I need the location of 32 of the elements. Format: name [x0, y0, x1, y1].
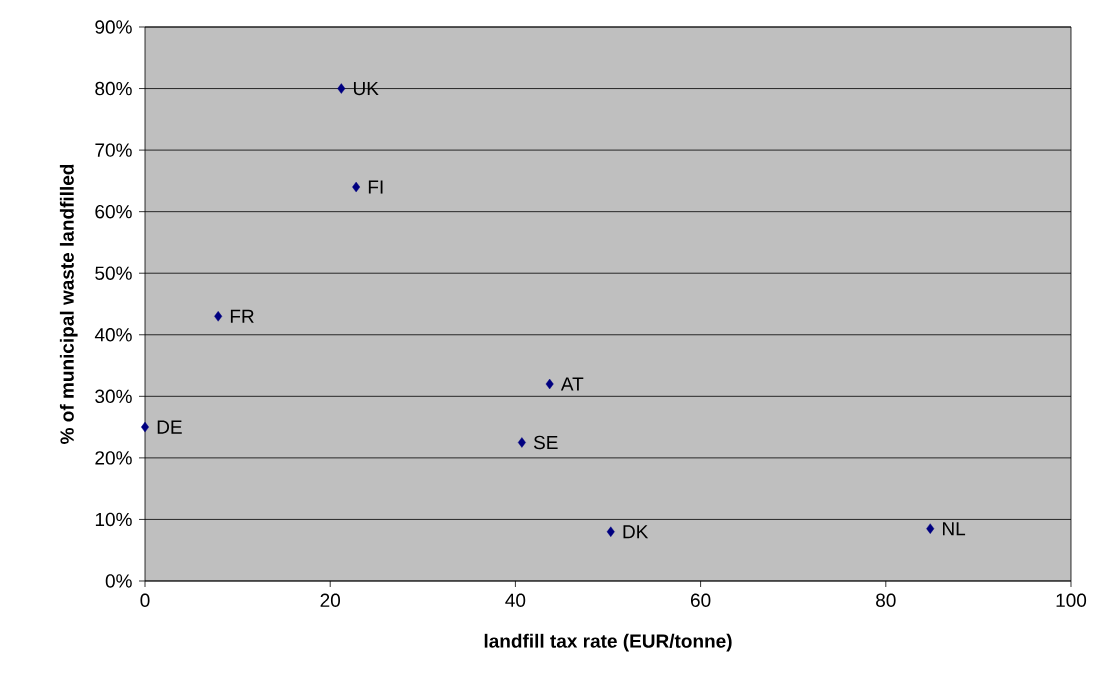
y-tick-label: 80%: [95, 81, 132, 96]
annotation: FR: [230, 309, 254, 323]
y-axis-title: % of municipal waste landfilled: [59, 164, 78, 444]
y-tick-label: 10%: [95, 512, 132, 527]
x-tick-label: 100: [1056, 593, 1087, 607]
x-tick-label: 40: [505, 593, 526, 607]
x-tick-label: 60: [690, 593, 711, 607]
x-tick-label: 80: [876, 593, 896, 607]
x-tick-label: 20: [320, 593, 341, 607]
point: [517, 437, 526, 448]
annotation: DE: [157, 420, 182, 434]
annotation: SE: [533, 435, 558, 450]
annotation: NL: [943, 522, 966, 536]
x-tick-label: 0: [140, 593, 150, 607]
annotation: FI: [368, 180, 383, 194]
annotation: DK: [623, 525, 649, 539]
point: [214, 311, 223, 322]
x-axis-title: landfill tax rate (EUR/tonne): [484, 633, 732, 652]
y-tick-label: 60%: [95, 204, 132, 219]
y-tick-label: 20%: [95, 451, 132, 465]
y-tick-label: 0%: [105, 574, 132, 588]
point: [337, 83, 346, 94]
y-tick-label: 40%: [94, 328, 132, 342]
y-tick-label: 70%: [95, 143, 132, 157]
point: [606, 526, 615, 537]
y-tick-label: 90%: [95, 20, 132, 34]
point: [545, 378, 554, 390]
annotation: AT: [560, 377, 584, 391]
y-tick-label: 50%: [95, 266, 132, 280]
point: [352, 181, 361, 193]
y-tick-label: 30%: [95, 389, 132, 404]
point: [926, 523, 935, 534]
